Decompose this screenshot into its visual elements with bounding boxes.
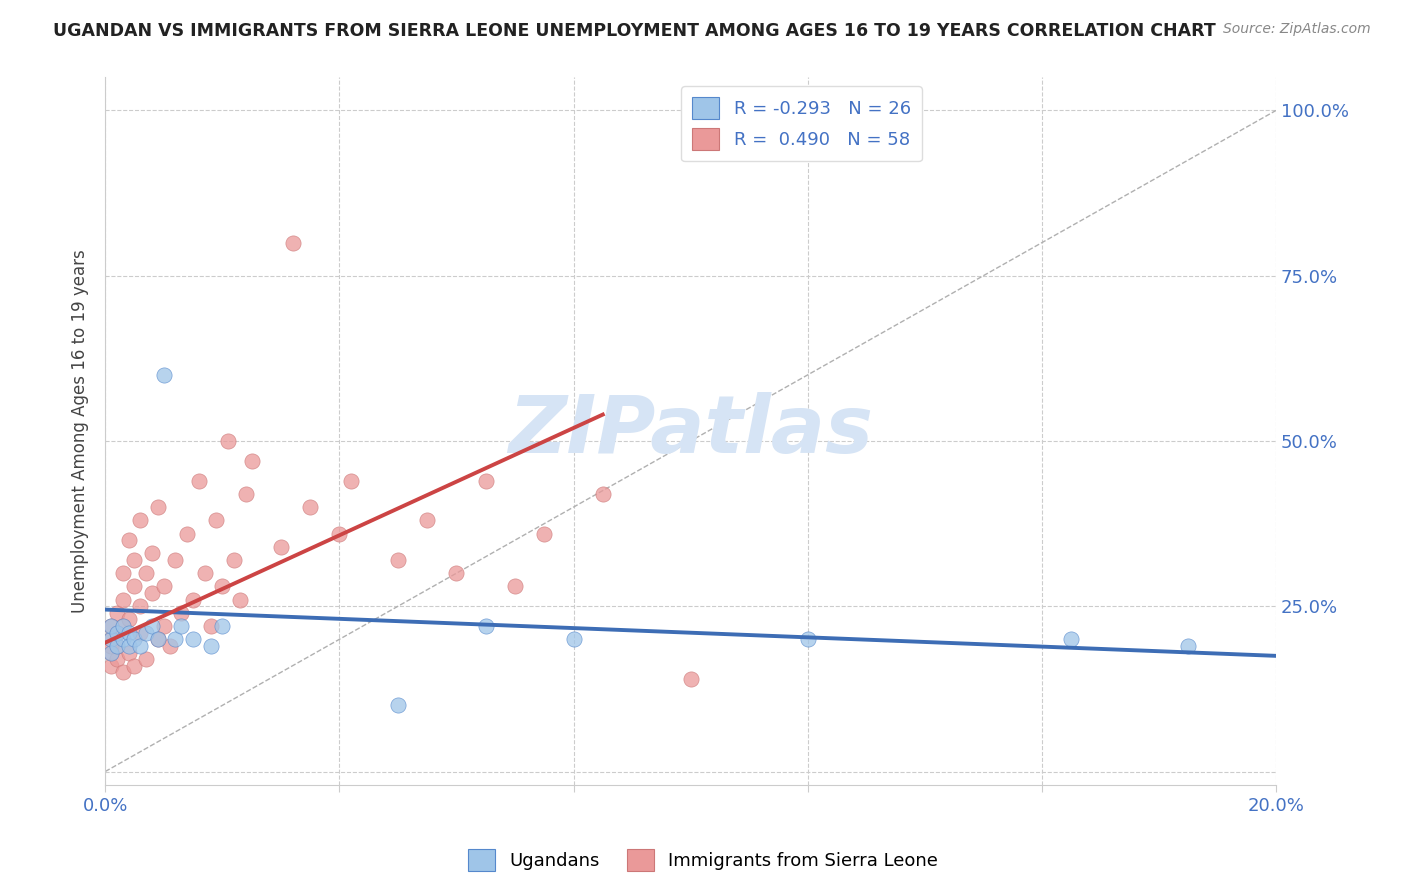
Point <box>146 632 169 647</box>
Point <box>100 632 122 647</box>
Point <box>105 639 128 653</box>
Text: UGANDAN VS IMMIGRANTS FROM SIERRA LEONE UNEMPLOYMENT AMONG AGES 16 TO 19 YEARS C: UGANDAN VS IMMIGRANTS FROM SIERRA LEONE … <box>53 22 1216 40</box>
Point <box>117 613 139 627</box>
Text: ZIPatlas: ZIPatlas <box>508 392 873 470</box>
Point <box>105 625 128 640</box>
Point <box>111 566 134 581</box>
Point <box>679 672 702 686</box>
Point <box>181 592 204 607</box>
Point <box>111 619 134 633</box>
Point <box>111 632 134 647</box>
Y-axis label: Unemployment Among Ages 16 to 19 years: Unemployment Among Ages 16 to 19 years <box>72 249 89 613</box>
Point <box>211 579 233 593</box>
Point <box>165 632 187 647</box>
Point <box>100 619 122 633</box>
Point <box>141 546 163 560</box>
Point <box>117 646 139 660</box>
Point <box>562 632 585 647</box>
Point <box>1060 632 1083 647</box>
Point <box>165 553 187 567</box>
Point <box>170 619 193 633</box>
Legend: R = -0.293   N = 26, R =  0.490   N = 58: R = -0.293 N = 26, R = 0.490 N = 58 <box>682 87 921 161</box>
Point <box>129 639 152 653</box>
Point <box>135 625 157 640</box>
Legend: Ugandans, Immigrants from Sierra Leone: Ugandans, Immigrants from Sierra Leone <box>461 842 945 879</box>
Point <box>152 579 174 593</box>
Point <box>270 540 292 554</box>
Point <box>187 474 209 488</box>
Point <box>100 646 122 660</box>
Point <box>533 526 555 541</box>
Point <box>796 632 818 647</box>
Point <box>100 619 122 633</box>
Point <box>281 235 304 250</box>
Point <box>117 533 139 548</box>
Point <box>176 526 198 541</box>
Point <box>474 474 496 488</box>
Text: Source: ZipAtlas.com: Source: ZipAtlas.com <box>1223 22 1371 37</box>
Point <box>105 625 128 640</box>
Point <box>100 639 122 653</box>
Point <box>387 553 409 567</box>
Point <box>205 513 228 527</box>
Point <box>105 606 128 620</box>
Point <box>111 665 134 680</box>
Point <box>141 619 163 633</box>
Point <box>503 579 526 593</box>
Point <box>146 632 169 647</box>
Point <box>211 619 233 633</box>
Point <box>592 487 614 501</box>
Point <box>170 606 193 620</box>
Point <box>387 698 409 713</box>
Point <box>146 500 169 515</box>
Point <box>129 513 152 527</box>
Point <box>1177 639 1199 653</box>
Point <box>100 632 122 647</box>
Point <box>124 553 146 567</box>
Point <box>328 526 350 541</box>
Point <box>229 592 252 607</box>
Point <box>124 579 146 593</box>
Point <box>135 652 157 666</box>
Point <box>111 619 134 633</box>
Point <box>159 639 181 653</box>
Point <box>135 566 157 581</box>
Point <box>235 487 257 501</box>
Point <box>340 474 363 488</box>
Point <box>100 658 122 673</box>
Point <box>217 434 239 448</box>
Point <box>124 658 146 673</box>
Point <box>111 592 134 607</box>
Point <box>100 646 122 660</box>
Point <box>105 639 128 653</box>
Point <box>194 566 217 581</box>
Point <box>474 619 496 633</box>
Point <box>105 652 128 666</box>
Point <box>117 639 139 653</box>
Point <box>299 500 322 515</box>
Point <box>129 625 152 640</box>
Point <box>141 586 163 600</box>
Point <box>181 632 204 647</box>
Point <box>117 625 139 640</box>
Point <box>129 599 152 614</box>
Point <box>200 639 222 653</box>
Point <box>446 566 468 581</box>
Point <box>222 553 245 567</box>
Point <box>124 632 146 647</box>
Point <box>200 619 222 633</box>
Point <box>152 619 174 633</box>
Point <box>416 513 439 527</box>
Point <box>152 368 174 382</box>
Point <box>240 454 263 468</box>
